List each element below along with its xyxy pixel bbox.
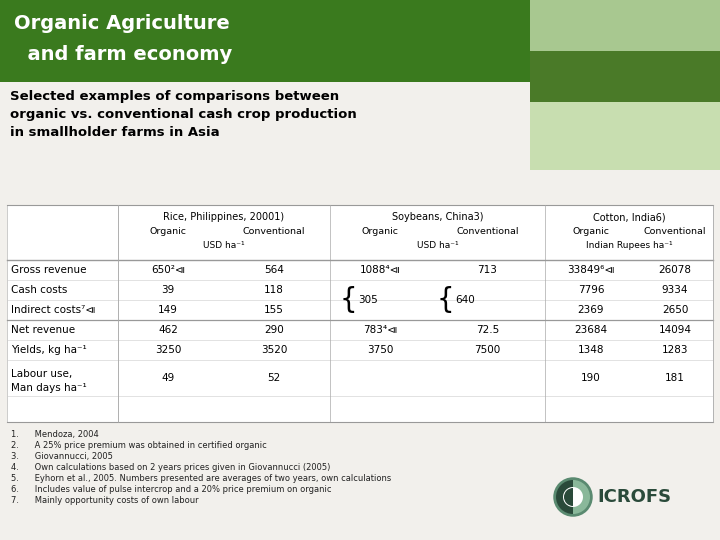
Text: Conventional: Conventional [243, 226, 305, 235]
Text: Organic: Organic [361, 226, 398, 235]
Text: and farm economy: and farm economy [14, 45, 233, 64]
Bar [7, 205, 713, 422]
Text: 3.      Giovannucci, 2005: 3. Giovannucci, 2005 [11, 452, 113, 461]
Text: 462: 462 [158, 325, 178, 335]
Text: 1348: 1348 [577, 345, 604, 355]
Bar [530, 102, 720, 170]
Text: 1283: 1283 [662, 345, 688, 355]
Text: 4.      Own calculations based on 2 years prices given in Giovannucci (2005): 4. Own calculations based on 2 years pri… [11, 463, 330, 472]
Text: Gross revenue: Gross revenue [11, 265, 86, 275]
Text: 2650: 2650 [662, 305, 688, 315]
Text: 305: 305 [358, 295, 378, 305]
Text: 14094: 14094 [659, 325, 691, 335]
Text: 6.      Includes value of pulse intercrop and a 20% price premium on organic: 6. Includes value of pulse intercrop and… [11, 485, 331, 494]
Text: Organic: Organic [572, 226, 610, 235]
Text: 7.      Mainly opportunity costs of own labour: 7. Mainly opportunity costs of own labou… [11, 496, 199, 505]
Text: Cash costs: Cash costs [11, 285, 68, 295]
Text: 7500: 7500 [474, 345, 500, 355]
Text: 52: 52 [267, 373, 281, 383]
Text: 149: 149 [158, 305, 178, 315]
Text: 713: 713 [477, 265, 498, 275]
Text: Cotton, India6): Cotton, India6) [593, 212, 665, 222]
Text: Net revenue: Net revenue [11, 325, 75, 335]
Text: Selected examples of comparisons between: Selected examples of comparisons between [10, 90, 339, 103]
Text: 290: 290 [264, 325, 284, 335]
Text: 23684: 23684 [575, 325, 608, 335]
Text: 155: 155 [264, 305, 284, 315]
Text: 650²⧏: 650²⧏ [151, 265, 185, 275]
Text: Man days ha⁻¹: Man days ha⁻¹ [11, 383, 86, 393]
Text: 118: 118 [264, 285, 284, 295]
Text: 26078: 26078 [659, 265, 691, 275]
Bar [0, 0, 530, 82]
Circle shape [563, 487, 583, 507]
Text: in smallholder farms in Asia: in smallholder farms in Asia [10, 126, 220, 139]
Bar [530, 34, 720, 102]
Text: Indian Rupees ha⁻¹: Indian Rupees ha⁻¹ [585, 240, 672, 249]
Text: 190: 190 [581, 373, 601, 383]
Text: ICROFS: ICROFS [597, 488, 671, 506]
Text: 564: 564 [264, 265, 284, 275]
Text: 3750: 3750 [366, 345, 393, 355]
Text: {: { [437, 286, 454, 314]
Text: Indirect costs⁷⧏: Indirect costs⁷⧏ [11, 305, 96, 315]
Text: 7796: 7796 [577, 285, 604, 295]
Text: 3520: 3520 [261, 345, 287, 355]
Text: 2.      A 25% price premium was obtained in certified organic: 2. A 25% price premium was obtained in c… [11, 441, 266, 450]
Text: 5.      Eyhorn et al., 2005. Numbers presented are averages of two years, own ca: 5. Eyhorn et al., 2005. Numbers presente… [11, 474, 391, 483]
Text: 181: 181 [665, 373, 685, 383]
Text: Rice, Philippines, 20001): Rice, Philippines, 20001) [163, 212, 284, 222]
Text: {: { [340, 286, 358, 314]
Text: Conventional: Conventional [456, 226, 518, 235]
Text: 33849⁶⧏: 33849⁶⧏ [567, 265, 615, 275]
Text: organic vs. conventional cash crop production: organic vs. conventional cash crop produ… [10, 108, 356, 121]
Text: Labour use,: Labour use, [11, 369, 72, 379]
Bar [530, 0, 720, 51]
Text: Organic Agriculture: Organic Agriculture [14, 14, 230, 33]
Text: 72.5: 72.5 [476, 325, 499, 335]
Text: Soybeans, China3): Soybeans, China3) [392, 212, 483, 222]
Text: USD ha⁻¹: USD ha⁻¹ [417, 240, 459, 249]
Text: 2369: 2369 [577, 305, 604, 315]
Wedge shape [573, 480, 590, 514]
Text: 39: 39 [161, 285, 175, 295]
Text: Conventional: Conventional [644, 226, 706, 235]
Text: 1.      Mendoza, 2004: 1. Mendoza, 2004 [11, 430, 99, 439]
Text: 783⁴⧏: 783⁴⧏ [363, 325, 397, 335]
Text: 3250: 3250 [155, 345, 181, 355]
Text: 49: 49 [161, 373, 175, 383]
Bar [530, 0, 720, 170]
Wedge shape [556, 480, 573, 514]
Text: USD ha⁻¹: USD ha⁻¹ [203, 240, 245, 249]
Text: 9334: 9334 [662, 285, 688, 295]
Text: 1088⁴⧏: 1088⁴⧏ [359, 265, 400, 275]
Wedge shape [564, 488, 573, 506]
Text: 640: 640 [455, 295, 474, 305]
Text: Organic: Organic [150, 226, 186, 235]
Text: Yields, kg ha⁻¹: Yields, kg ha⁻¹ [11, 345, 86, 355]
